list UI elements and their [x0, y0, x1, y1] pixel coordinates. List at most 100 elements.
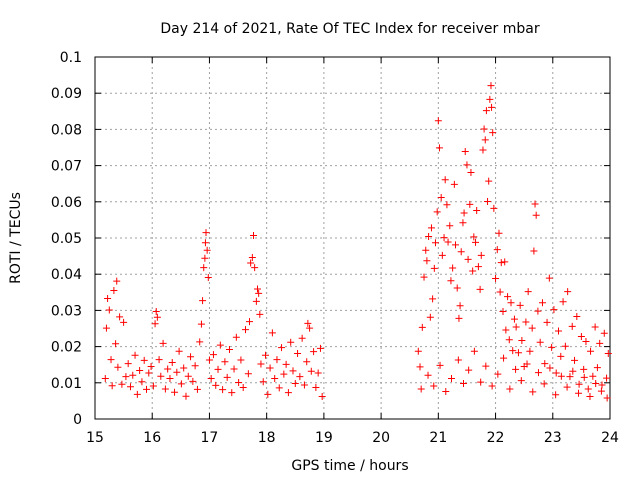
data-point — [476, 285, 484, 293]
data-point — [193, 385, 201, 393]
data-point — [425, 233, 433, 241]
data-point — [316, 344, 324, 352]
data-point — [452, 241, 459, 249]
data-point — [417, 385, 425, 393]
data-point — [241, 326, 249, 334]
data-point — [490, 204, 498, 212]
x-tick-label: 17 — [201, 430, 219, 446]
data-point — [589, 372, 597, 380]
data-point — [447, 374, 455, 382]
data-point — [516, 301, 524, 309]
data-point — [422, 246, 430, 254]
data-point — [250, 231, 258, 239]
data-point — [443, 201, 451, 209]
data-point — [568, 322, 576, 330]
data-point — [512, 365, 520, 373]
data-point — [216, 341, 224, 349]
data-point — [482, 362, 490, 370]
data-point — [105, 306, 113, 314]
x-tick-label: 19 — [315, 430, 333, 446]
data-point — [199, 297, 207, 305]
data-point — [268, 329, 276, 337]
data-point — [171, 388, 179, 396]
data-point — [514, 349, 522, 357]
data-point — [540, 380, 548, 388]
data-point — [509, 347, 517, 355]
data-point — [507, 299, 515, 307]
data-point — [600, 329, 608, 337]
data-point — [307, 367, 315, 375]
data-point — [424, 371, 432, 379]
data-point — [506, 385, 514, 393]
data-point — [133, 390, 141, 398]
x-axis: 15 16 17 18 19 20 21 22 23 24 — [86, 57, 619, 446]
data-point — [205, 356, 213, 364]
data-point — [230, 365, 238, 373]
data-point — [566, 373, 574, 381]
data-point — [255, 289, 263, 297]
data-point — [504, 293, 512, 301]
data-point — [472, 238, 480, 246]
data-point — [191, 362, 199, 370]
y-tick-label: 0.07 — [51, 159, 82, 175]
data-point — [528, 324, 536, 332]
data-point — [159, 339, 167, 347]
data-point — [262, 351, 270, 359]
data-point — [228, 389, 236, 397]
data-point — [164, 365, 172, 373]
data-point — [201, 239, 209, 247]
data-point — [437, 193, 445, 201]
data-point — [577, 332, 585, 340]
data-point — [444, 238, 452, 246]
data-point — [175, 347, 183, 355]
y-tick-label: 0.06 — [51, 195, 82, 211]
data-point — [429, 295, 437, 303]
data-point — [441, 176, 449, 184]
data-point — [312, 384, 320, 392]
data-point — [166, 374, 174, 382]
data-point — [126, 383, 134, 391]
data-point — [140, 356, 148, 364]
data-point — [124, 360, 132, 368]
data-point — [153, 313, 161, 321]
data-point — [433, 208, 441, 216]
data-point — [593, 364, 601, 372]
data-point — [470, 347, 478, 355]
data-point — [318, 393, 326, 401]
data-point — [557, 352, 565, 360]
x-tick-label: 21 — [429, 430, 447, 446]
data-point — [534, 307, 542, 315]
data-point — [499, 307, 507, 315]
data-point — [438, 251, 446, 259]
data-point — [604, 349, 612, 357]
x-tick-label: 23 — [544, 430, 562, 446]
data-point — [110, 286, 118, 294]
data-point — [495, 229, 503, 237]
data-point — [145, 369, 153, 377]
data-point — [603, 374, 611, 382]
data-point — [557, 372, 565, 380]
y-axis-label: ROTI / TECUs — [8, 192, 24, 284]
data-point — [481, 136, 489, 144]
data-point — [257, 360, 265, 368]
data-point — [487, 82, 495, 90]
data-point — [104, 294, 112, 302]
data-point — [592, 380, 600, 388]
data-point — [467, 168, 475, 176]
data-point — [510, 315, 518, 323]
data-point — [447, 277, 455, 285]
data-point — [112, 340, 120, 348]
data-point — [446, 222, 454, 230]
y-tick-label: 0.04 — [51, 267, 82, 283]
data-point — [414, 347, 422, 355]
data-point — [173, 368, 181, 376]
data-point — [442, 387, 450, 395]
data-point — [436, 361, 444, 369]
data-point — [541, 360, 549, 368]
data-point — [486, 95, 494, 103]
data-point — [203, 246, 211, 254]
x-tick-label: 18 — [258, 430, 276, 446]
data-point — [182, 392, 190, 400]
data-point — [538, 299, 546, 307]
